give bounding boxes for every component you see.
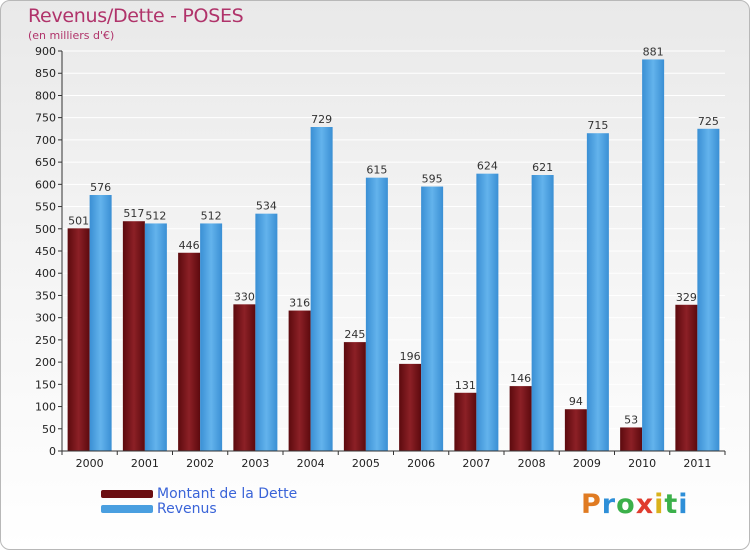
bar-dette xyxy=(509,386,532,451)
bar-revenus xyxy=(586,133,609,451)
y-tick-label: 450 xyxy=(35,245,56,258)
y-tick-label: 800 xyxy=(35,89,56,102)
legend-swatch-dette xyxy=(101,490,153,498)
x-tick-label: 2000 xyxy=(76,457,104,470)
bar-dette xyxy=(399,363,422,451)
x-tick-label: 2001 xyxy=(131,457,159,470)
bar-dette xyxy=(288,310,311,451)
data-label-dette: 329 xyxy=(676,291,697,304)
bar-revenus xyxy=(531,175,554,451)
data-label-revenus: 576 xyxy=(90,181,111,194)
x-tick-label: 2006 xyxy=(407,457,435,470)
data-label-dette: 131 xyxy=(455,379,476,392)
logo-letter: x xyxy=(635,489,655,520)
data-label-revenus: 881 xyxy=(643,45,664,58)
x-tick-label: 2003 xyxy=(241,457,269,470)
y-tick-label: 150 xyxy=(35,378,56,391)
data-label-revenus: 725 xyxy=(698,115,719,128)
legend-label-dette: Montant de la Dette xyxy=(157,486,298,502)
bar-dette xyxy=(122,221,145,451)
data-label-dette: 501 xyxy=(68,214,89,227)
logo-letter: o xyxy=(616,489,636,520)
data-label-revenus: 534 xyxy=(256,200,277,213)
bar-revenus xyxy=(89,195,112,451)
bar-dette xyxy=(620,427,643,451)
y-tick-label: 550 xyxy=(35,201,56,214)
data-label-dette: 245 xyxy=(344,328,365,341)
x-tick-label: 2008 xyxy=(518,457,546,470)
logo-letter: t xyxy=(664,489,679,520)
y-tick-label: 600 xyxy=(35,178,56,191)
data-label-dette: 94 xyxy=(569,395,583,408)
logo-letter: P xyxy=(581,489,602,520)
data-label-revenus: 729 xyxy=(311,113,332,126)
logo-letter: i xyxy=(654,489,665,520)
data-label-revenus: 615 xyxy=(366,164,387,177)
data-label-revenus: 715 xyxy=(587,119,608,132)
bar-revenus xyxy=(255,213,278,451)
y-tick-label: 300 xyxy=(35,312,56,325)
bar-revenus xyxy=(310,127,333,451)
data-label-revenus: 624 xyxy=(477,160,498,173)
bar-dette xyxy=(564,409,587,451)
x-tick-label: 2007 xyxy=(462,457,490,470)
chart-title: Revenus/Dette - POSES xyxy=(28,5,244,27)
bar-dette xyxy=(233,304,256,451)
data-label-revenus: 621 xyxy=(532,161,553,174)
y-tick-label: 400 xyxy=(35,267,56,280)
data-label-revenus: 595 xyxy=(422,173,443,186)
data-label-dette: 316 xyxy=(289,297,310,310)
x-tick-label: 2010 xyxy=(628,457,656,470)
bar-revenus xyxy=(200,223,223,451)
data-label-dette: 517 xyxy=(123,207,144,220)
data-label-dette: 146 xyxy=(510,372,531,385)
logo-letter: r xyxy=(601,489,617,520)
proxiti-logo: Proxiti xyxy=(581,489,689,520)
y-tick-label: 350 xyxy=(35,289,56,302)
bar-dette xyxy=(67,228,90,451)
y-tick-label: 650 xyxy=(35,156,56,169)
x-tick-label: 2011 xyxy=(683,457,711,470)
y-tick-label: 50 xyxy=(42,423,56,436)
y-tick-label: 750 xyxy=(35,112,56,125)
chart-subtitle: (en milliers d'€) xyxy=(28,29,115,42)
y-tick-label: 100 xyxy=(35,401,56,414)
x-tick-label: 2005 xyxy=(352,457,380,470)
y-tick-label: 850 xyxy=(35,67,56,80)
data-label-dette: 446 xyxy=(179,239,200,252)
legend-swatch-revenus xyxy=(101,505,153,513)
bar-revenus xyxy=(642,59,665,451)
y-tick-label: 0 xyxy=(49,445,56,458)
x-tick-label: 2002 xyxy=(186,457,214,470)
data-label-dette: 196 xyxy=(400,350,421,363)
bar-dette xyxy=(454,392,477,451)
data-label-dette: 53 xyxy=(624,413,638,426)
y-tick-label: 250 xyxy=(35,334,56,347)
data-label-revenus: 512 xyxy=(145,209,166,222)
data-label-dette: 330 xyxy=(234,290,255,303)
bar-revenus xyxy=(365,177,388,451)
bar-dette xyxy=(675,304,698,451)
y-tick-label: 900 xyxy=(35,45,56,58)
bar-dette xyxy=(178,252,201,451)
x-tick-label: 2009 xyxy=(573,457,601,470)
bar-revenus xyxy=(476,173,499,451)
bar-revenus xyxy=(697,128,720,451)
x-tick-label: 2004 xyxy=(297,457,325,470)
y-tick-label: 500 xyxy=(35,223,56,236)
y-tick-label: 700 xyxy=(35,134,56,147)
bar-revenus xyxy=(144,223,167,451)
legend-label-revenus: Revenus xyxy=(157,501,217,517)
bar-dette xyxy=(343,342,366,451)
data-label-revenus: 512 xyxy=(201,209,222,222)
y-tick-label: 200 xyxy=(35,356,56,369)
bar-revenus xyxy=(421,186,444,452)
logo-letter: i xyxy=(678,489,689,520)
